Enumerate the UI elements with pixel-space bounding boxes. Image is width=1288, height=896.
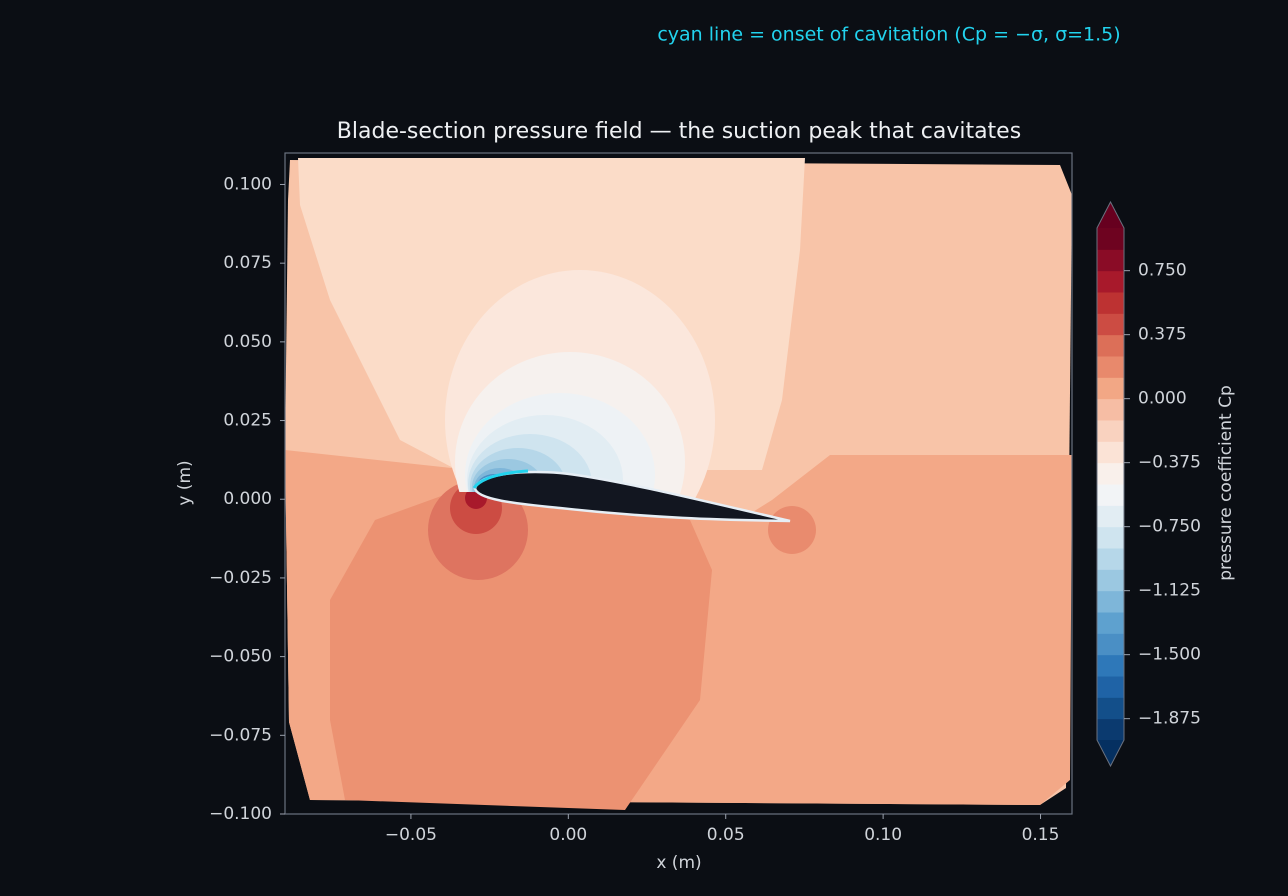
colorbar-band [1097,548,1124,570]
colorbar-band [1097,484,1124,506]
x-tick-label: 0.05 [707,825,745,845]
colorbar-band [1097,313,1124,336]
colorbar-band [1097,228,1124,250]
y-tick-label: −0.050 [209,647,272,667]
colorbar-tick-label: −1.125 [1138,581,1201,601]
colorbar-tick-label: −1.875 [1138,709,1201,729]
y-tick-label: 0.025 [223,411,272,431]
colorbar-tick-label: −0.375 [1138,453,1201,473]
colorbar-tick-label: 0.000 [1138,389,1187,409]
y-tick-label: −0.075 [209,725,272,745]
colorbar-band [1097,249,1124,272]
colorbar-band [1097,334,1124,357]
y-tick-label: −0.100 [209,804,272,824]
colorbar-band [1097,356,1124,378]
colorbar-band [1097,505,1124,528]
x-axis-label: x (m) [656,853,701,873]
colorbar-band [1097,462,1124,485]
y-tick-label: 0.100 [223,174,272,194]
colorbar-extend-top [1097,202,1124,228]
y-tick-label: −0.025 [209,568,272,588]
colorbar-band [1097,612,1124,634]
colorbar-band [1097,377,1124,400]
colorbar-band [1097,270,1124,293]
chart-title: Blade-section pressure field — the sucti… [337,119,1021,144]
y-tick-label: 0.000 [223,489,272,509]
colorbar-band [1097,590,1124,613]
colorbar-band [1097,633,1124,656]
annotation: cyan line = onset of cavitation (Cp = −σ… [657,24,1120,46]
colorbar-tick-label: 0.375 [1138,325,1187,345]
colorbar-band [1097,441,1124,464]
pressure-field [285,158,1072,810]
y-axis-label: y (m) [175,460,195,505]
colorbar-band [1097,676,1124,698]
plot-frame [284,152,1073,815]
colorbar-frame [1096,200,1125,768]
colorbar-band [1097,420,1124,442]
x-tick-label: 0.10 [864,825,902,845]
colorbar-band [1097,718,1124,741]
colorbar-band [1097,569,1124,592]
x-tick-label: 0.15 [1022,825,1060,845]
colorbar-label: pressure coefficient Cp [1216,385,1236,581]
colorbar-band [1097,398,1124,421]
y-tick-label: 0.075 [223,253,272,273]
colorbar-tick-label: −0.750 [1138,517,1201,537]
colorbar-tick-label: 0.750 [1138,261,1187,281]
x-tick-label: −0.05 [385,825,437,845]
colorbar-band [1097,697,1124,720]
colorbar-tick-label: −1.500 [1138,645,1201,665]
x-tick-label: 0.00 [549,825,587,845]
colorbar-band [1097,526,1124,549]
colorbar-extend-bottom [1097,740,1124,766]
y-tick-label: 0.050 [223,332,272,352]
colorbar-band [1097,654,1124,677]
colorbar-band [1097,292,1124,314]
